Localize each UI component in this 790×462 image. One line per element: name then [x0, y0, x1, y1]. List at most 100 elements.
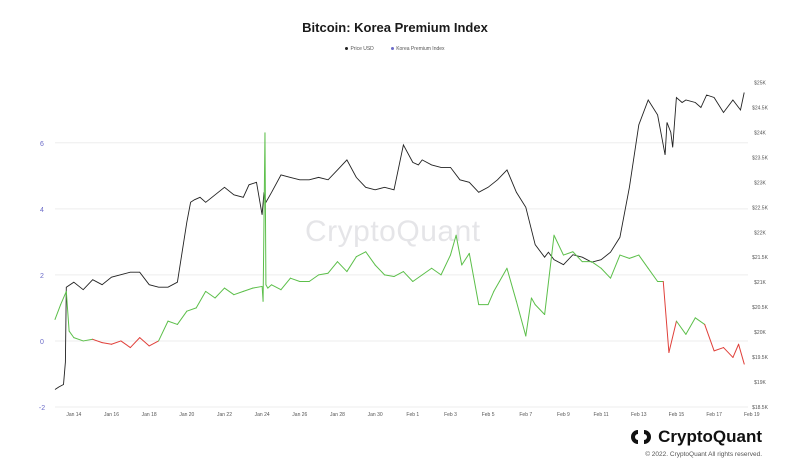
series-segment-premium-positive: [685, 317, 696, 335]
series-segment-premium-positive: [233, 290, 244, 296]
series-segment-premium-negative: [101, 342, 112, 345]
x-tick-label: Jan 24: [255, 412, 270, 418]
series-segment-premium-negative: [110, 340, 122, 345]
series-segment-premium-negative: [662, 280, 670, 353]
x-tick-label: Jan 18: [142, 412, 157, 418]
series-segment-premium-positive: [214, 287, 225, 299]
x-tick-label: Feb 11: [594, 412, 609, 418]
copyright-text: © 2022. CryptoQuant All rights reserved.: [645, 451, 762, 458]
series-segment-premium-positive: [628, 254, 640, 259]
series-segment-premium-positive: [431, 267, 442, 276]
series-segment-premium-positive: [534, 304, 546, 316]
series-segment-premium-positive: [54, 304, 62, 320]
series-segment-premium-positive: [267, 284, 273, 289]
series-segment-premium-positive: [68, 330, 75, 339]
x-tick-label: Jan 20: [179, 412, 194, 418]
series-segment-premium-positive: [374, 264, 386, 276]
series-segment-premium-positive: [544, 234, 555, 316]
series-segment-premium-positive: [355, 251, 367, 258]
series-segment-premium-positive: [591, 261, 602, 269]
series-segment-premium-negative: [738, 343, 745, 365]
series-segment-premium-negative: [713, 347, 725, 352]
series-segment-premium-negative: [668, 320, 677, 353]
series-segment-premium-negative: [723, 347, 734, 358]
x-tick-label: Feb 3: [444, 412, 457, 418]
x-tick-label: Feb 13: [631, 412, 647, 418]
legend-label-price: Price USD: [350, 46, 374, 52]
brand-name: CryptoQuant: [658, 427, 762, 446]
cryptoquant-logo-icon: [631, 430, 652, 444]
x-tick-label: Jan 26: [292, 412, 307, 418]
legend-dot-price: [345, 47, 349, 51]
y-right-tick-label: $21K: [754, 280, 766, 286]
series-segment-premium-positive: [223, 287, 235, 296]
y-right-tick-label: $24.5K: [752, 105, 769, 111]
series-segment-premium-positive: [264, 132, 267, 286]
series-segment-premium-positive: [493, 280, 500, 292]
series-segment-premium-positive: [195, 290, 207, 309]
series-segment-premium-positive: [73, 337, 84, 342]
series-segment-premium-positive: [530, 297, 536, 306]
legend-label-premium: Korea Premium Index: [396, 46, 445, 52]
watermark: CryptoQuant: [305, 215, 481, 248]
y-left-tick-label: 2: [40, 273, 44, 280]
x-tick-label: Feb 19: [744, 412, 760, 418]
series-segment-premium-positive: [694, 317, 706, 325]
y-right-tick-label: $19.5K: [752, 355, 769, 361]
series-segment-premium-positive: [553, 234, 564, 256]
x-tick-label: Jan 14: [66, 412, 81, 418]
series-segment-premium-positive: [82, 338, 94, 342]
y-right-tick-label: $25K: [754, 80, 766, 86]
x-tick-label: Jan 16: [104, 412, 119, 418]
series-segment-premium-positive: [562, 251, 574, 256]
series-segment-premium-positive: [638, 254, 649, 269]
brand-logo: CryptoQuant: [630, 427, 762, 447]
y-right-tick-label: $18.5K: [752, 405, 769, 411]
y-left-tick-label: 4: [40, 207, 44, 214]
series-segment-premium-positive: [271, 284, 282, 291]
legend-item-price[interactable]: Price USD: [345, 46, 374, 52]
series-segment-premium-positive: [65, 290, 70, 332]
series-segment-premium-positive: [308, 274, 320, 282]
series-segment-premium-positive: [336, 261, 348, 273]
series-segment-premium-positive: [506, 267, 517, 302]
y-right-tick-label: $23K: [754, 180, 766, 186]
series-segment-premium-negative: [148, 340, 160, 347]
series-segment-premium-positive: [619, 254, 630, 259]
series-segment-premium-positive: [610, 254, 621, 279]
y-right-tick-label: $24K: [754, 130, 766, 136]
series-segment-premium-positive: [176, 310, 188, 325]
y-left-tick-label: 6: [40, 141, 44, 148]
series-segment-premium-positive: [515, 300, 527, 337]
y-right-tick-label: $22.5K: [752, 205, 769, 211]
y-left-tick-label: -2: [39, 405, 45, 412]
y-right-tick-label: $23.5K: [752, 155, 769, 161]
series-segment-premium-negative: [92, 338, 103, 344]
legend-dot-premium: [391, 47, 395, 51]
series-segment-premium-positive: [647, 267, 659, 282]
series-segment-premium-positive: [600, 267, 612, 279]
series-segment-premium-positive: [525, 297, 532, 337]
series-segment-premium-negative: [704, 323, 715, 352]
series-segment-premium-negative: [139, 337, 150, 347]
series-segment-premium-positive: [455, 234, 463, 266]
y-left-tick-label: 0: [40, 339, 44, 346]
chart-title: Bitcoin: Korea Premium Index: [302, 20, 488, 35]
series-segment-premium-positive: [158, 320, 169, 342]
y-right-tick-label: $22K: [754, 230, 766, 236]
x-tick-label: Jan 30: [368, 412, 383, 418]
x-tick-label: Feb 1: [406, 412, 419, 418]
x-tick-label: Feb 5: [482, 412, 495, 418]
x-tick-label: Feb 17: [706, 412, 722, 418]
series-segment-premium-positive: [393, 271, 404, 278]
y-right-tick-label: $21.5K: [752, 255, 769, 261]
legend-item-premium[interactable]: Korea Premium Index: [391, 46, 445, 52]
y-right-tick-label: $20K: [754, 330, 766, 336]
x-tick-label: Feb 7: [519, 412, 532, 418]
series-segment-premium-positive: [252, 285, 263, 289]
series-segment-premium-positive: [327, 261, 338, 274]
series-segment-premium-positive: [318, 272, 329, 276]
series-segment-premium-negative: [732, 343, 740, 358]
series-segment-premium-positive: [572, 251, 583, 263]
